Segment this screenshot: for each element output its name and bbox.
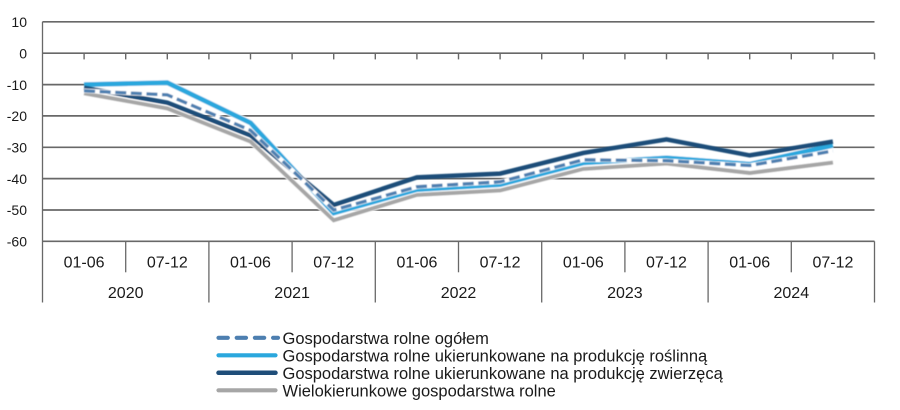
svg-text:-10: -10 (7, 77, 27, 93)
svg-text:0: 0 (19, 45, 27, 61)
svg-text:-50: -50 (7, 202, 27, 218)
svg-text:2020: 2020 (108, 285, 144, 302)
svg-text:2021: 2021 (274, 285, 310, 302)
svg-text:07-12: 07-12 (480, 254, 521, 271)
svg-text:Gospodarstwa rolne ukierunkowa: Gospodarstwa rolne ukierunkowane na prod… (283, 365, 724, 383)
svg-text:Gospodarstwa rolne ogółem: Gospodarstwa rolne ogółem (283, 330, 489, 348)
svg-text:10: 10 (11, 14, 27, 30)
svg-text:Gospodarstwa rolne ukierunkowa: Gospodarstwa rolne ukierunkowane na prod… (283, 347, 708, 365)
svg-text:-30: -30 (7, 140, 27, 156)
svg-text:-60: -60 (7, 234, 27, 250)
svg-text:07-12: 07-12 (313, 254, 354, 271)
svg-text:01-06: 01-06 (64, 254, 105, 271)
svg-text:2022: 2022 (441, 285, 477, 302)
svg-text:01-06: 01-06 (230, 254, 271, 271)
svg-text:07-12: 07-12 (812, 254, 853, 271)
svg-text:07-12: 07-12 (147, 254, 188, 271)
svg-text:01-06: 01-06 (729, 254, 770, 271)
svg-text:-40: -40 (7, 171, 27, 187)
svg-text:07-12: 07-12 (646, 254, 687, 271)
svg-text:01-06: 01-06 (563, 254, 604, 271)
svg-text:01-06: 01-06 (396, 254, 437, 271)
svg-text:2024: 2024 (774, 285, 810, 302)
svg-text:Wielokierunkowe gospodarstwa r: Wielokierunkowe gospodarstwa rolne (283, 382, 556, 400)
svg-text:-20: -20 (7, 108, 27, 124)
svg-text:2023: 2023 (607, 285, 643, 302)
